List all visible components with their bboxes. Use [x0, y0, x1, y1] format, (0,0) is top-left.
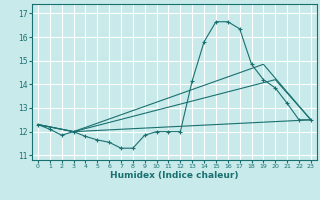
X-axis label: Humidex (Indice chaleur): Humidex (Indice chaleur) [110, 171, 239, 180]
